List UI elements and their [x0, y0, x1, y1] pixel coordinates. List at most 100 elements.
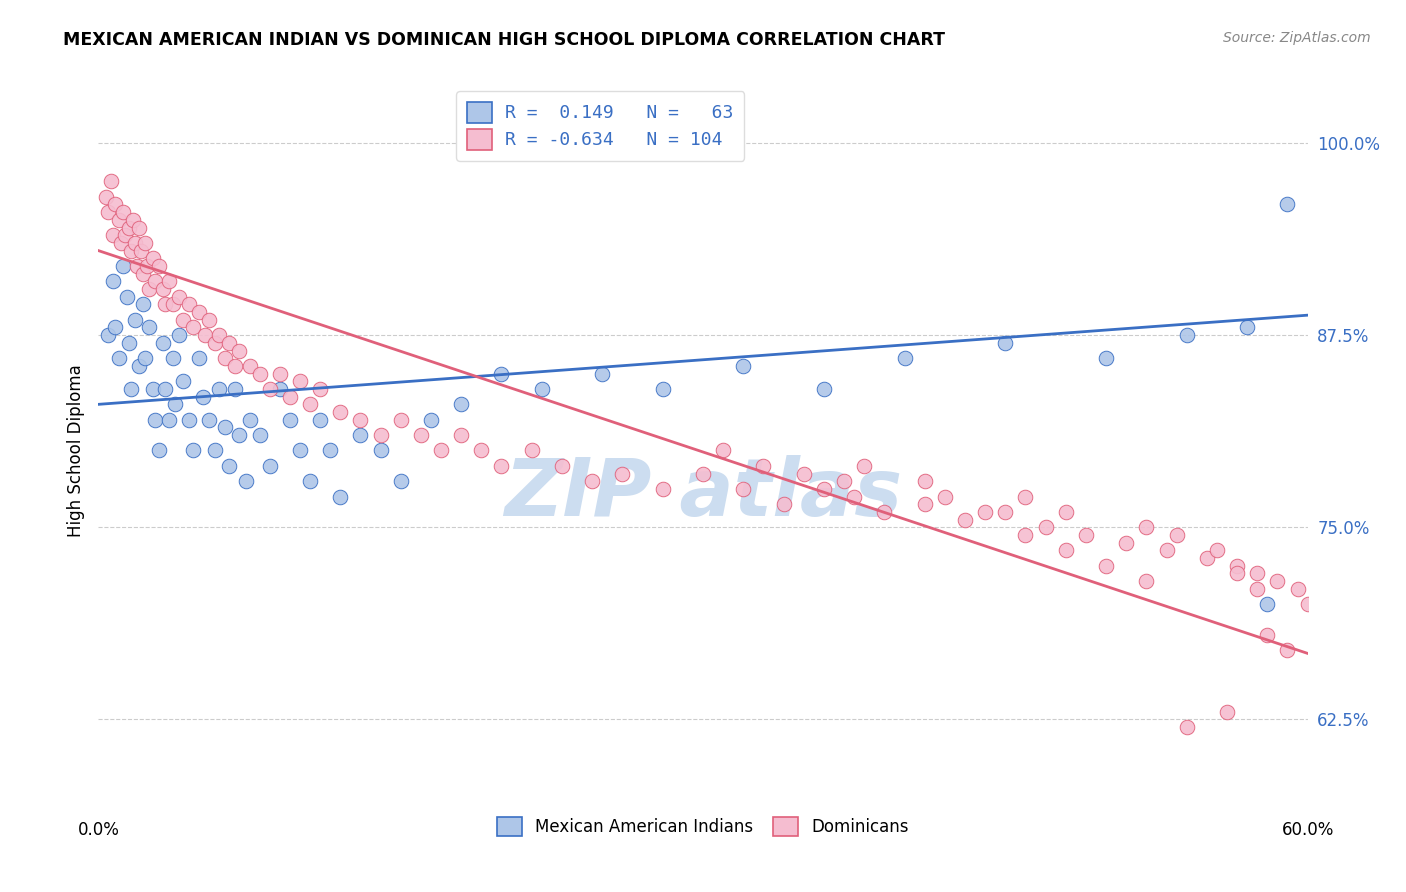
Point [181, 320, 204, 334]
Text: ZIP atlas: ZIP atlas [503, 455, 903, 533]
Point [1246, 582, 1268, 596]
Point [153, 297, 176, 311]
Point [733, 359, 755, 373]
Point [163, 397, 186, 411]
Point [370, 443, 392, 458]
Point [188, 305, 211, 319]
Point [591, 367, 613, 381]
Point [1166, 528, 1188, 542]
Point [114, 228, 136, 243]
Point [97, 328, 120, 343]
Text: Source: ZipAtlas.com: Source: ZipAtlas.com [1223, 31, 1371, 45]
Point [844, 490, 866, 504]
Point [125, 259, 148, 273]
Point [1156, 543, 1178, 558]
Point [138, 282, 160, 296]
Point [813, 482, 835, 496]
Point [278, 413, 301, 427]
Point [162, 297, 184, 311]
Point [198, 413, 221, 427]
Point [1236, 320, 1258, 334]
Point [224, 359, 246, 373]
Point [914, 474, 936, 488]
Point [129, 244, 152, 258]
Text: MEXICAN AMERICAN INDIAN VS DOMINICAN HIGH SCHOOL DIPLOMA CORRELATION CHART: MEXICAN AMERICAN INDIAN VS DOMINICAN HIG… [63, 31, 945, 49]
Point [893, 351, 915, 366]
Point [188, 351, 211, 366]
Point [1195, 551, 1218, 566]
Point [103, 197, 125, 211]
Point [793, 467, 815, 481]
Point [491, 458, 513, 473]
Point [1014, 490, 1036, 504]
Point [491, 367, 513, 381]
Point [733, 482, 755, 496]
Point [530, 382, 553, 396]
Point [198, 313, 221, 327]
Point [143, 413, 166, 427]
Point [711, 443, 734, 458]
Point [1226, 558, 1249, 573]
Point [239, 413, 262, 427]
Point [309, 413, 332, 427]
Point [115, 290, 138, 304]
Point [128, 359, 150, 373]
Point [121, 212, 143, 227]
Point [228, 343, 250, 358]
Point [1296, 597, 1319, 611]
Point [194, 328, 217, 343]
Point [259, 382, 281, 396]
Point [269, 367, 291, 381]
Point [101, 274, 124, 288]
Point [551, 458, 574, 473]
Point [994, 505, 1017, 519]
Point [107, 212, 129, 227]
Point [370, 428, 392, 442]
Point [994, 335, 1017, 350]
Point [752, 458, 775, 473]
Point [692, 467, 714, 481]
Point [138, 320, 160, 334]
Point [143, 274, 166, 288]
Point [1175, 328, 1198, 343]
Point [142, 382, 165, 396]
Point [1054, 543, 1077, 558]
Point [349, 428, 371, 442]
Point [1175, 720, 1198, 734]
Point [934, 490, 956, 504]
Point [167, 290, 190, 304]
Point [118, 220, 141, 235]
Point [148, 259, 170, 273]
Point [101, 228, 124, 243]
Point [1256, 628, 1278, 642]
Point [1286, 582, 1309, 596]
Point [181, 443, 204, 458]
Point [218, 458, 240, 473]
Point [1226, 566, 1249, 581]
Point [1206, 543, 1229, 558]
Point [1035, 520, 1057, 534]
Point [853, 458, 876, 473]
Point [1054, 505, 1077, 519]
Legend: Mexican American Indians, Dominicans: Mexican American Indians, Dominicans [491, 811, 915, 843]
Point [132, 297, 155, 311]
Point [329, 405, 352, 419]
Y-axis label: High School Diploma: High School Diploma [66, 364, 84, 537]
Point [349, 413, 371, 427]
Point [832, 474, 855, 488]
Point [1277, 643, 1299, 657]
Point [651, 382, 673, 396]
Point [278, 390, 301, 404]
Point [167, 328, 190, 343]
Point [148, 443, 170, 458]
Point [103, 320, 125, 334]
Point [1074, 528, 1097, 542]
Point [953, 513, 976, 527]
Point [1095, 558, 1118, 573]
Point [249, 367, 271, 381]
Point [581, 474, 603, 488]
Point [389, 474, 412, 488]
Point [520, 443, 543, 458]
Point [409, 428, 432, 442]
Point [96, 190, 118, 204]
